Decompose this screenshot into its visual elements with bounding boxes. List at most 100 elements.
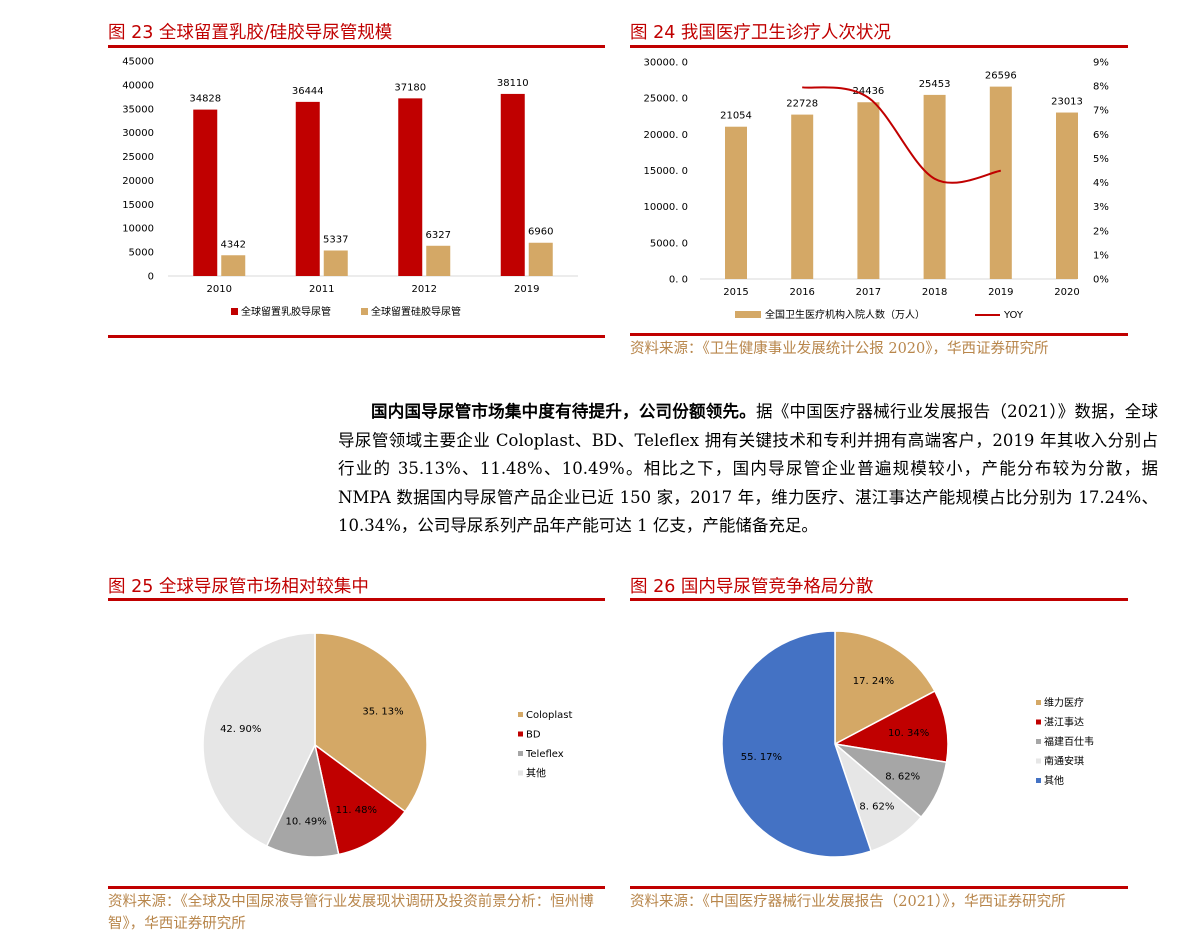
pie-slice [313, 743, 407, 856]
legend-label: YOY [1003, 310, 1024, 321]
y2-tick-label: 3% [1093, 202, 1109, 213]
fig25-title: 图 25 全球导尿管市场相对较集中 [108, 577, 369, 597]
bar [323, 250, 348, 276]
legend-swatch [1036, 758, 1041, 764]
y-tick-label: 35000 [122, 104, 154, 115]
legend-label: 福建百仕韦 [1044, 735, 1094, 748]
data-label: 26596 [985, 71, 1017, 82]
x-tick-label: 2011 [309, 284, 334, 295]
y-tick-label: 15000. 0 [643, 166, 688, 177]
bar [725, 126, 747, 279]
data-label: 21054 [720, 111, 752, 122]
pie-slice [314, 632, 428, 813]
legend-label: 其他 [1044, 774, 1064, 787]
fig23-chart: 45000 40000 35000 30000 25000 20000 15000 10000… [122, 57, 578, 318]
legend-swatch [735, 311, 761, 318]
y2-tick-label: 1% [1093, 250, 1109, 261]
legend-swatch [361, 308, 368, 315]
paragraph-text: 据《中国医疗器械行业发展报告（2021）》数据，全球导尿管领域主要企业 Colo… [338, 402, 1158, 535]
bar [193, 109, 218, 277]
bar [295, 101, 320, 276]
pie-slice [832, 690, 949, 764]
y2-tick-label: 9% [1093, 58, 1109, 69]
bar [1056, 112, 1078, 279]
data-label: 6327 [426, 230, 451, 241]
y-tick-label: 40000 [122, 80, 154, 91]
y-tick-label: 20000. 0 [643, 130, 688, 141]
y-tick-label: 25000 [122, 152, 154, 163]
legend-label: 全球留置乳胶导尿管 [241, 305, 331, 318]
slice-label: 35. 13% [362, 707, 403, 718]
y2-tick-label: 0% [1093, 275, 1109, 286]
body-paragraph: 国内国导尿管市场集中度有待提升，公司份额领先。据《中国医疗器械行业发展报告（20… [338, 398, 1158, 541]
y-tick-label: 20000 [122, 176, 154, 187]
slice-label: 8. 62% [859, 802, 894, 813]
x-tick-label: 2010 [207, 284, 232, 295]
y2-tick-label: 5% [1093, 154, 1109, 165]
data-label: 25453 [919, 79, 951, 90]
x-tick-label: 2019 [514, 284, 539, 295]
x-tick-label: 2019 [988, 287, 1013, 298]
legend-label: 全球留置硅胶导尿管 [371, 305, 461, 318]
fig26-source: 资料来源：《中国医疗器械行业发展报告（2021）》，华西证券研究所 [630, 894, 1066, 910]
fig25-chart: 35. 13% 11. 48% 10. 49% 42. 90% Coloplast BD T… [202, 632, 572, 858]
legend-swatch [518, 731, 523, 737]
y-tick-label: 25000. 0 [643, 94, 688, 105]
pie-slice [265, 742, 340, 858]
fig25-source: 资料来源：《全球及中国尿液导管行业发展现状调研及投资前景分析：恒州博智》，华西证… [108, 894, 594, 932]
y-tick-label: 15000 [122, 200, 154, 211]
y2-tick-label: 8% [1093, 82, 1109, 93]
data-label: 22728 [786, 99, 818, 110]
legend-label: BD [526, 730, 541, 741]
yoy-line [802, 86, 1001, 184]
data-label: 6960 [528, 227, 553, 238]
y2-tick-label: 7% [1093, 106, 1109, 117]
bar [923, 94, 946, 279]
bar [426, 245, 451, 276]
y-tick-label: 10000 [122, 224, 154, 235]
fig26-title: 图 26 国内导尿管竞争格局分散 [630, 577, 874, 597]
slice-label: 11. 48% [336, 805, 377, 816]
legend-swatch [1036, 700, 1041, 705]
fig25-top-rule [108, 598, 605, 601]
slice-label: 10. 34% [888, 728, 929, 739]
fig26-top-rule [630, 598, 1128, 601]
legend-swatch [1036, 778, 1041, 783]
bar [857, 102, 880, 279]
fig24-source: 资料来源：《卫生健康事业发展统计公报 2020》，华西证券研究所 [630, 341, 1049, 357]
slice-label: 17. 24% [853, 676, 894, 687]
legend-swatch [518, 770, 523, 776]
x-tick-label: 2015 [723, 287, 748, 298]
data-label: 36444 [292, 86, 324, 97]
y-tick-label: 0. 0 [669, 275, 688, 286]
pie-slice [834, 630, 936, 746]
legend-label: Coloplast [526, 710, 572, 721]
data-label: 37180 [394, 82, 426, 93]
data-label: 24436 [852, 86, 884, 97]
legend-swatch [1036, 719, 1041, 725]
bar [500, 93, 525, 276]
bar [398, 98, 423, 277]
y2-tick-label: 4% [1093, 178, 1109, 189]
legend-label: 全国卫生医疗机构入院人数（万人） [765, 308, 925, 321]
legend-label: 湛江事达 [1044, 716, 1084, 729]
data-label: 4342 [221, 239, 246, 250]
x-tick-label: 2017 [856, 287, 881, 298]
legend-label: 维力医疗 [1044, 696, 1084, 709]
paragraph-lead: 国内国导尿管市场集中度有待提升，公司份额领先。 [371, 402, 756, 421]
data-label: 38110 [497, 78, 529, 89]
y-tick-label: 45000 [122, 57, 154, 68]
fig26-bottom-rule [630, 886, 1128, 889]
slice-label: 55. 17% [741, 752, 782, 763]
slice-label: 8. 62% [885, 771, 920, 782]
fig25-bottom-rule [108, 886, 605, 889]
fig23-title: 图 23 全球留置乳胶/硅胶导尿管规模 [108, 23, 393, 43]
y-tick-label: 10000. 0 [643, 202, 688, 213]
slice-label: 10. 49% [285, 817, 326, 828]
x-tick-label: 2018 [922, 287, 947, 298]
fig23-top-rule [108, 45, 605, 48]
y-tick-label: 30000 [122, 128, 154, 139]
legend-swatch [518, 751, 523, 756]
legend-swatch [1036, 739, 1041, 744]
y-tick-label: 0 [148, 272, 154, 283]
